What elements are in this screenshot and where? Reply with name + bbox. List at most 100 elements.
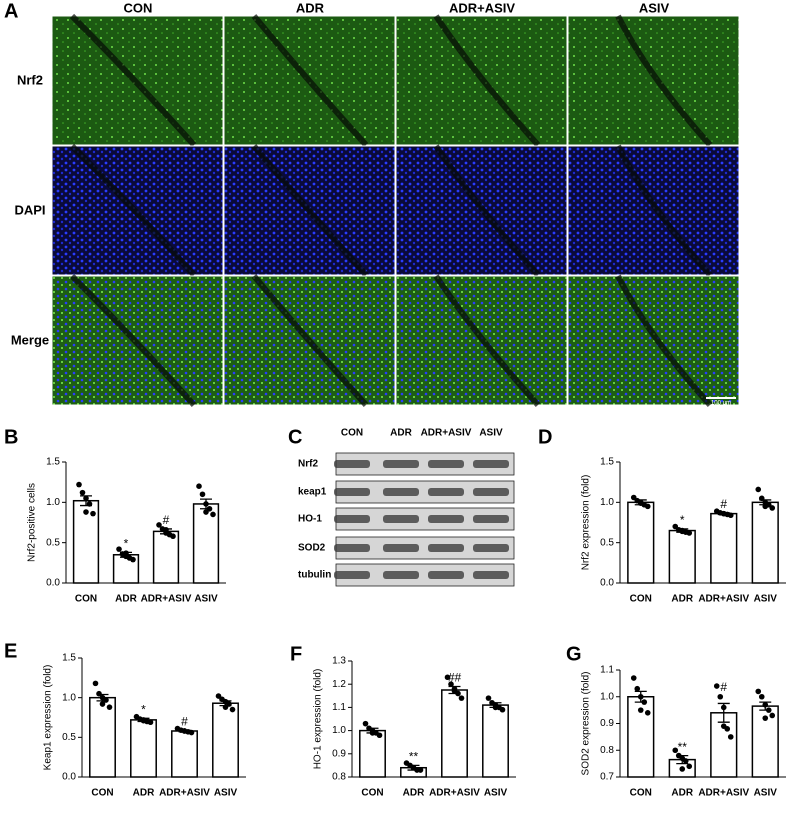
data-point [444,674,451,681]
blot-band [334,488,370,496]
data-point [769,712,776,719]
y-tick-label: 0.5 [46,537,60,548]
blot-band [334,571,370,579]
data-point [682,758,689,764]
data-point [362,720,369,727]
data-point [758,693,765,700]
bar [668,529,696,584]
data-point [755,688,762,695]
x-tick-label: CON [630,788,652,799]
x-tick-label: ASIV [484,788,508,799]
data-point [96,690,102,697]
tissue-streak [615,144,713,278]
data-point [485,695,492,701]
data-point [637,707,644,713]
blot-band [473,544,509,552]
tissue-streak [615,14,713,148]
data-point [455,690,461,697]
micrograph [395,145,568,276]
blot-band [383,515,419,523]
blot-band [473,460,509,468]
significance-mark: * [141,702,146,716]
data-point [769,505,776,511]
x-tick-label: ASIV [754,594,778,605]
data-point [140,717,147,723]
y-tick-label: 0.0 [62,772,76,783]
y-tick-label: 1.1 [600,665,614,676]
data-point [86,501,93,507]
data-point [369,730,376,736]
significance-mark: * [124,537,129,551]
data-point [76,481,82,488]
significance-mark: ## [448,671,462,685]
y-tick-label: 0.5 [600,537,614,548]
x-tick-label: ASIV [194,594,218,605]
row-label: DAPI [14,202,45,217]
tissue-streak [69,273,197,408]
y-tick-label: 1.0 [600,691,614,702]
bar [710,512,738,584]
tissue-streak [433,14,541,148]
bar [130,719,157,778]
scale-bar-label: 100 μm [711,401,731,407]
y-tick-label: 0.5 [62,732,76,743]
data-point [103,697,109,703]
data-point [210,511,216,518]
data-point [83,495,89,502]
x-tick-label: ADR [403,788,425,799]
y-tick-label: 0.9 [600,718,614,729]
significance-mark: # [163,513,170,527]
panel-label: D [538,426,552,448]
data-point [755,486,762,493]
y-tick-label: 1.0 [62,692,76,703]
y-tick-label: 0.7 [600,772,614,783]
y-axis-label: HO-1 expression (fold) [313,669,324,770]
blot-band [428,571,464,579]
panel-label: B [4,426,18,448]
bar [359,729,386,778]
y-tick-label: 1.0 [46,497,60,508]
bar [212,702,239,778]
data-point [106,704,113,710]
blot-column-header: ADR+ASIV [421,428,472,439]
column-header: ADR [296,0,325,15]
y-tick-label: 0.0 [46,578,60,589]
x-tick-label: CON [75,594,97,605]
y-tick-label: 1.5 [46,457,60,468]
significance-mark: # [720,680,727,694]
tissue-streak [69,13,197,148]
data-point [720,723,727,729]
data-point [679,766,686,772]
data-point [123,550,129,556]
row-label: Nrf2 [17,72,43,87]
blot-band [334,544,370,552]
data-point [644,503,651,510]
data-point [492,704,499,711]
data-point [717,693,724,700]
column-header: CON [124,0,153,15]
blot-band [428,515,464,523]
data-point [203,501,209,507]
bar [171,730,198,778]
x-tick-label: ADR [671,788,693,799]
blot-row-label: keap1 [298,487,327,498]
significance-mark: ** [409,750,419,764]
data-point [451,686,458,692]
data-point [156,522,162,528]
bar [441,689,468,778]
blot-band [383,571,419,579]
micrograph [567,275,740,406]
y-tick-label: 1.2 [332,679,346,690]
x-tick-label: ADR+ASIV [159,788,210,799]
tissue-streak [433,274,541,408]
data-point [188,729,195,736]
data-point [765,707,772,713]
data-point [758,495,765,502]
significance-mark: # [181,714,188,728]
blot-column-header: ADR [390,428,412,439]
blot-band [334,460,370,468]
data-point [170,533,176,540]
data-point [686,530,693,536]
tissue-streak [69,143,197,278]
